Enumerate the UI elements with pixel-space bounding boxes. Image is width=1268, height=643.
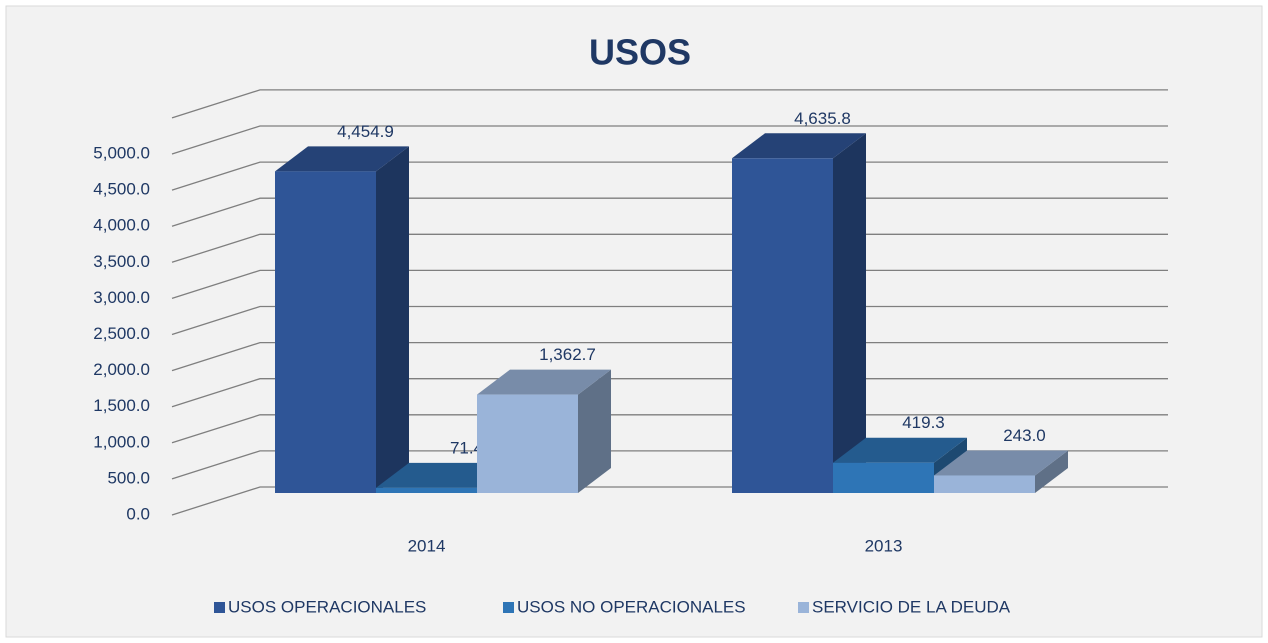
y-tick-label: 3,000.0 xyxy=(93,288,150,307)
grid-line xyxy=(171,89,1168,119)
x-tick-label: 2014 xyxy=(408,536,446,555)
y-tick-label: 1,500.0 xyxy=(93,396,150,415)
data-label: 243.0 xyxy=(1003,426,1046,445)
grid-line xyxy=(171,125,1168,155)
legend-swatch xyxy=(798,602,809,613)
data-label: 4,454.9 xyxy=(337,122,394,141)
data-label: 1,362.7 xyxy=(539,345,596,364)
bar-front xyxy=(833,462,934,493)
y-tick-label: 5,000.0 xyxy=(93,143,150,162)
bar-top xyxy=(833,437,967,463)
chart-title: USOS xyxy=(589,32,691,73)
bar-front xyxy=(275,171,376,494)
bar-front xyxy=(934,475,1035,493)
y-tick-label: 500.0 xyxy=(107,468,150,487)
y-tick-label: 3,500.0 xyxy=(93,252,150,271)
chart-background xyxy=(5,5,1263,638)
legend-label: SERVICIO DE LA DEUDA xyxy=(812,597,1011,616)
x-tick-label: 2013 xyxy=(865,536,903,555)
y-tick-label: 1,000.0 xyxy=(93,432,150,451)
y-tick-label: 2,500.0 xyxy=(93,324,150,343)
legend-label: USOS NO OPERACIONALES xyxy=(517,597,746,616)
data-label: 419.3 xyxy=(902,413,945,432)
bar-side xyxy=(376,146,409,494)
bar-top xyxy=(732,133,866,159)
bar-side xyxy=(833,133,866,494)
bar-front xyxy=(376,487,477,493)
bar-top xyxy=(275,146,409,172)
bar xyxy=(934,450,1068,493)
bar-side xyxy=(578,369,611,493)
bar-front xyxy=(477,394,578,493)
bar xyxy=(732,133,866,494)
bar xyxy=(477,369,611,493)
bar-top xyxy=(934,450,1068,476)
y-tick-label: 4,000.0 xyxy=(93,216,150,235)
data-label: 4,635.8 xyxy=(794,109,851,128)
legend-label: USOS OPERACIONALES xyxy=(228,597,426,616)
y-tick-label: 4,500.0 xyxy=(93,180,150,199)
bar-front xyxy=(732,158,833,494)
bar-top xyxy=(477,369,611,395)
bar xyxy=(275,146,409,494)
data-label: 71.4 xyxy=(450,438,483,457)
legend-swatch xyxy=(214,602,225,613)
bar-top xyxy=(376,462,510,488)
bar-side xyxy=(1035,450,1068,493)
legend-swatch xyxy=(503,602,514,613)
y-tick-label: 0.0 xyxy=(126,504,150,523)
y-tick-label: 2,000.0 xyxy=(93,360,150,379)
